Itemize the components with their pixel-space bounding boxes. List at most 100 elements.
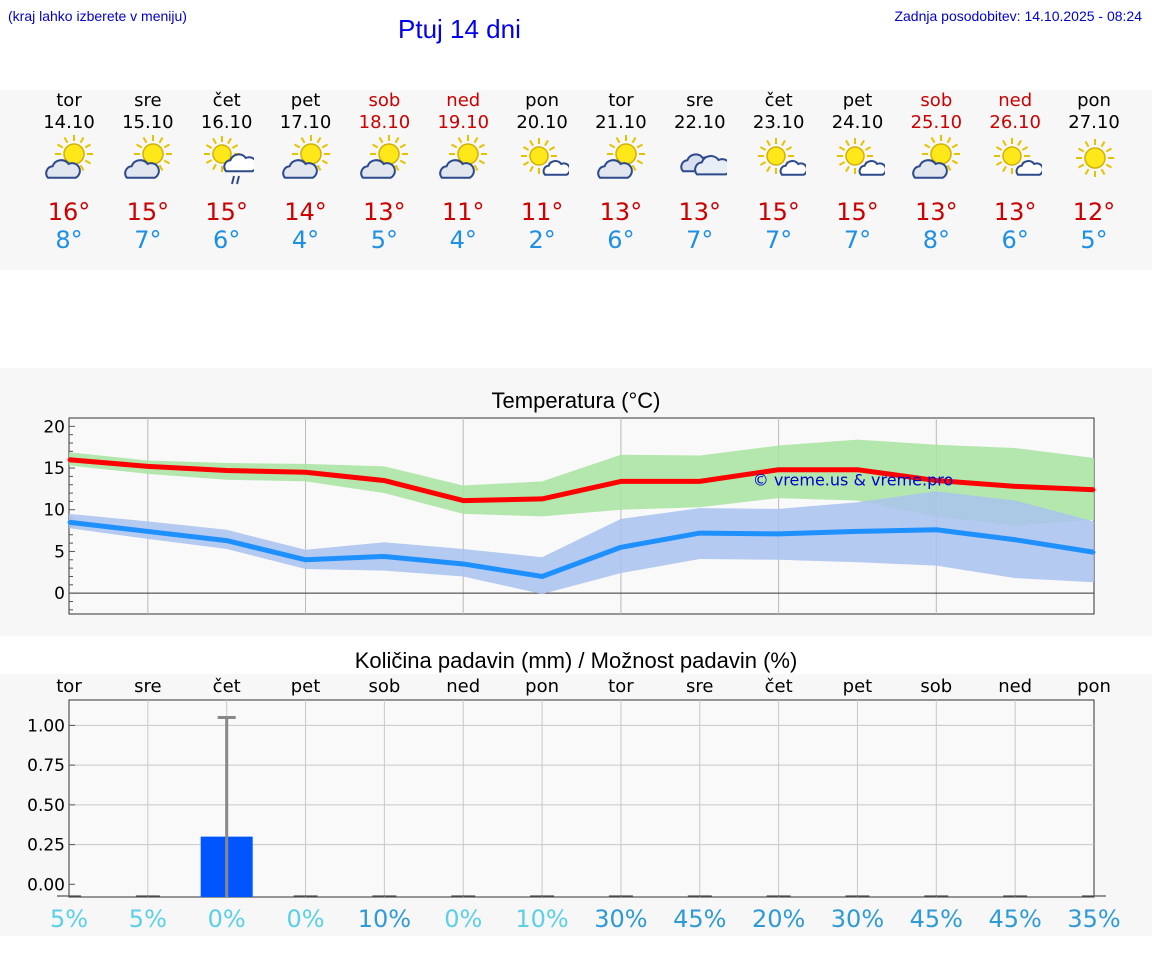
y-tick-label: 1.00	[27, 716, 65, 736]
temp-min: 8°	[922, 226, 950, 254]
day-date: 24.10	[831, 112, 884, 133]
max-temp-line	[68, 457, 1095, 504]
temp-max: 13°	[915, 198, 958, 226]
temp-min: 6°	[213, 226, 241, 254]
temp-min: 2°	[528, 226, 556, 254]
temp-max: 16°	[47, 198, 91, 226]
temp-max: 13°	[363, 198, 406, 226]
data-point	[304, 470, 308, 474]
day-name: sob	[920, 90, 953, 111]
temp-min: 4°	[291, 226, 320, 254]
precip-chance-label: 10%	[358, 905, 411, 933]
sun-cloud-icon	[45, 135, 93, 179]
forecast-day: sre 15.10 15° 7°	[108, 90, 188, 254]
data-point	[540, 497, 544, 501]
temp-min: 7°	[686, 226, 714, 254]
x-day-label: tor	[56, 676, 82, 697]
temp-max: 13°	[993, 198, 1037, 226]
day-date: 21.10	[595, 112, 647, 133]
data-point	[225, 539, 229, 543]
max-temp-band	[69, 439, 1094, 526]
data-point	[698, 531, 702, 535]
forecast-day: pet 17.10 14° 4°	[266, 90, 346, 254]
data-point	[1013, 484, 1017, 488]
sun-cloud-icon	[439, 135, 488, 179]
y-tick-label: 15	[43, 459, 65, 479]
y-tick-label: 0.25	[27, 836, 65, 856]
forecast-day: ned 26.10 13° 6°	[975, 90, 1055, 254]
day-name: pet	[290, 90, 321, 111]
forecast-day: pon 27.10 12° 5°	[1054, 90, 1134, 254]
sun-cloud-icon	[281, 135, 330, 179]
forecast-band	[0, 90, 1152, 270]
watermark: © vreme.us & vreme.pro	[753, 471, 954, 490]
forecast-day: čet 16.10 15° 6°	[187, 90, 267, 254]
day-date: 22.10	[674, 112, 726, 133]
forecast-day: čet 23.10 15° 7°	[739, 90, 819, 254]
temperature-title: Temperatura (°C)	[491, 388, 661, 413]
day-date: 17.10	[279, 112, 332, 133]
precip-chance-label: 45%	[988, 905, 1041, 933]
data-point	[67, 458, 71, 462]
temp-min: 5°	[370, 226, 399, 254]
day-date: 15.10	[122, 112, 174, 133]
data-point	[461, 499, 465, 503]
precip-chance-label: 5%	[129, 905, 167, 933]
data-point	[461, 562, 465, 566]
temp-max: 12°	[1072, 198, 1116, 226]
day-date: 23.10	[752, 112, 805, 133]
data-point	[225, 469, 229, 473]
precip-chance-label: 30%	[594, 905, 647, 933]
sun-cloud-icon	[597, 135, 645, 179]
temp-max: 15°	[205, 198, 248, 226]
min-temp-band	[69, 491, 1094, 594]
sun-cloud-icon	[912, 135, 961, 179]
temp-max: 15°	[836, 198, 879, 226]
day-name: pet	[842, 90, 873, 111]
day-date: 19.10	[437, 112, 490, 133]
temp-max: 15°	[757, 198, 800, 226]
sun-small-cloud-icon	[757, 138, 806, 176]
precip-chance-label: 0%	[444, 905, 482, 933]
temp-max: 13°	[678, 198, 722, 226]
day-date: 16.10	[200, 112, 253, 133]
data-point	[855, 529, 859, 533]
x-day-label: čet	[213, 676, 241, 697]
y-tick-label: 5	[54, 542, 65, 562]
forecast-day: tor 21.10 13° 6°	[581, 90, 661, 254]
temp-max: 14°	[284, 198, 327, 226]
y-tick-label: 0.50	[27, 796, 65, 816]
forecast-day: tor 14.10 16° 8°	[29, 90, 109, 254]
day-name: pon	[1077, 90, 1111, 111]
x-day-label: čet	[765, 676, 793, 697]
day-date: 25.10	[910, 112, 963, 133]
day-name: pon	[525, 90, 560, 111]
precip-chance-label: 30%	[831, 905, 884, 933]
forecast-day: pet 24.10 15° 7°	[818, 90, 898, 254]
data-point	[777, 468, 781, 472]
precip-chart: tor sre čet pet sob ned pon tor sre čet pet sob ned p…	[27, 676, 1121, 933]
precip-chance-label: 45%	[910, 905, 963, 933]
temp-min: 4°	[449, 226, 477, 254]
forecast-day: ned 19.10 11° 4°	[423, 90, 503, 254]
data-point	[382, 554, 386, 558]
x-day-label: pet	[843, 676, 873, 697]
temperature-chart: 0 5 10 15 20 © vreme.us & vreme.pro	[43, 417, 1096, 615]
data-point	[934, 528, 938, 532]
temp-min: 6°	[1001, 226, 1029, 254]
y-tick-label: 0.00	[27, 875, 65, 895]
forecast-day: sob 25.10 13° 8°	[896, 90, 976, 254]
forecast-day: sob 18.10 13° 5°	[344, 90, 424, 254]
day-name: tor	[608, 90, 634, 111]
data-point	[855, 468, 859, 472]
temp-min: 7°	[134, 226, 162, 254]
day-name: čet	[764, 90, 793, 111]
precip-title: Količina padavin (mm) / Možnost padavin …	[354, 648, 798, 673]
location-hint[interactable]: (kraj lahko izberete v meniju)	[8, 8, 187, 24]
data-point	[1092, 550, 1096, 554]
temp-max: 15°	[126, 198, 170, 226]
data-point	[304, 558, 308, 562]
data-point	[619, 479, 623, 483]
data-point	[777, 532, 781, 536]
x-day-label: tor	[608, 676, 634, 697]
